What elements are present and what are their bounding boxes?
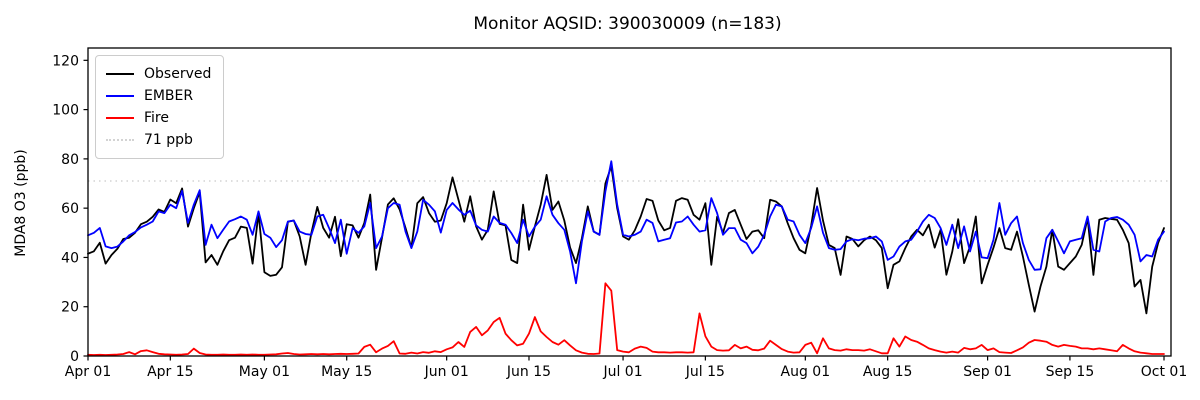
legend-label: Fire bbox=[144, 110, 169, 126]
x-tick-label: Jun 01 bbox=[424, 364, 469, 380]
legend-swatch bbox=[106, 95, 134, 97]
legend-label: 71 ppb bbox=[144, 132, 193, 148]
legend-label: EMBER bbox=[144, 88, 194, 104]
y-tick-label: 60 bbox=[61, 201, 79, 217]
x-tick-label: Jul 01 bbox=[602, 364, 642, 380]
legend-item-ember: EMBER bbox=[106, 85, 211, 107]
y-tick-label: 40 bbox=[61, 250, 79, 266]
series-line-ember bbox=[87, 160, 1165, 285]
plot-title: Monitor AQSID: 390030009 (n=183) bbox=[473, 14, 782, 34]
y-tick-label: 20 bbox=[61, 300, 79, 316]
legend-swatch bbox=[106, 117, 134, 119]
x-tick-label: Sep 01 bbox=[963, 364, 1012, 380]
series-line-fire bbox=[87, 282, 1165, 356]
x-tick-label: Aug 01 bbox=[781, 364, 831, 380]
legend-item-fire: Fire bbox=[106, 107, 211, 129]
x-tick-label: Jun 15 bbox=[506, 364, 551, 380]
legend-swatch bbox=[106, 73, 134, 75]
x-tick-label: Apr 01 bbox=[65, 364, 111, 380]
x-tick-label: May 15 bbox=[321, 364, 372, 380]
legend-swatch bbox=[106, 139, 134, 141]
x-tick-label: Oct 01 bbox=[1141, 364, 1187, 380]
legend: Observed EMBER Fire 71 ppb bbox=[95, 55, 225, 159]
series-line-observed bbox=[87, 165, 1165, 315]
legend-item-observed: Observed bbox=[106, 63, 211, 85]
legend-label: Observed bbox=[144, 66, 212, 82]
x-tick-label: Sep 15 bbox=[1046, 364, 1095, 380]
x-tick-label: May 01 bbox=[239, 364, 290, 380]
y-tick-label: 80 bbox=[61, 152, 79, 168]
y-tick-label: 0 bbox=[70, 349, 79, 365]
plot-spines bbox=[87, 47, 1172, 357]
legend-item-71-ppb: 71 ppb bbox=[106, 129, 211, 151]
x-tick-label: Aug 15 bbox=[863, 364, 913, 380]
x-tick-label: Jul 15 bbox=[685, 364, 725, 380]
y-tick-label: 120 bbox=[52, 53, 79, 69]
y-tick-label: 100 bbox=[52, 103, 79, 119]
x-tick-label: Apr 15 bbox=[147, 364, 193, 380]
